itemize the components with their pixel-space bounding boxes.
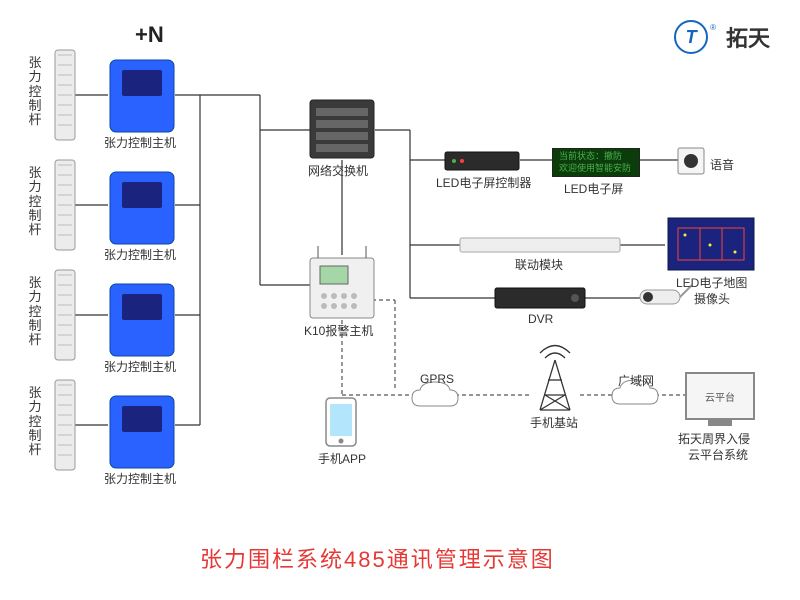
pole-label-3: 张力控制杆 xyxy=(28,276,42,347)
wan-label: 广域网 xyxy=(618,372,654,389)
tension-poles xyxy=(55,50,75,470)
voice-speaker-icon xyxy=(678,148,704,174)
dvr-label: DVR xyxy=(528,312,553,326)
phone-app-icon xyxy=(326,398,356,446)
cloud-monitor-icon: 云平台 xyxy=(685,372,755,420)
led-line1: 当前状态：撤防 xyxy=(559,151,633,163)
led-screen-label: LED电子屏 xyxy=(564,180,623,197)
led-screen-icon: 当前状态：撤防 欢迎使用智能安防 xyxy=(552,148,640,177)
cloud-sys-label-2: 云平台系统 xyxy=(688,446,748,463)
linkage-module-icon xyxy=(460,238,620,252)
base-station-label: 手机基站 xyxy=(530,414,578,431)
base-station-icon xyxy=(540,346,570,411)
voice-label: 语音 xyxy=(710,156,734,173)
control-hosts xyxy=(110,60,174,468)
k10-label: K10报警主机 xyxy=(304,322,373,339)
network-switch-icon xyxy=(310,100,374,158)
diagram-canvas xyxy=(0,0,800,600)
led-map-label: LED电子地图 xyxy=(676,274,747,291)
app-label: 手机APP xyxy=(318,450,366,467)
k10-alarm-host-icon xyxy=(310,246,374,318)
host-label-3: 张力控制主机 xyxy=(104,358,176,375)
camera-label: 摄像头 xyxy=(694,290,730,307)
linkage-label: 联动模块 xyxy=(515,256,563,273)
cloud-sys-label-1: 拓天周界入侵 xyxy=(678,430,750,447)
led-ctrl-label: LED电子屏控制器 xyxy=(436,174,531,191)
pole-label-2: 张力控制杆 xyxy=(28,166,42,237)
gprs-label: GPRS xyxy=(420,372,454,386)
led-controller-icon xyxy=(445,152,519,170)
pole-label-4: 张力控制杆 xyxy=(28,386,42,457)
switch-label: 网络交换机 xyxy=(308,162,368,179)
host-label-4: 张力控制主机 xyxy=(104,470,176,487)
led-map-icon xyxy=(668,218,754,270)
host-label-2: 张力控制主机 xyxy=(104,246,176,263)
pole-label-1: 张力控制杆 xyxy=(28,56,42,127)
dvr-icon xyxy=(495,288,585,308)
led-line2: 欢迎使用智能安防 xyxy=(559,163,633,175)
diagram-title: 张力围栏系统485通讯管理示意图 xyxy=(200,542,555,574)
host-label-1: 张力控制主机 xyxy=(104,134,176,151)
